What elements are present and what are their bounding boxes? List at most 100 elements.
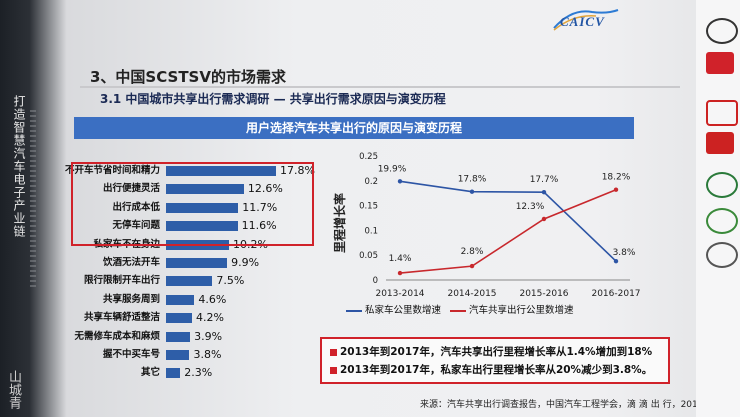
bar-value-label: 3.8% xyxy=(193,348,222,361)
bar xyxy=(166,350,190,360)
bar-value-label: 12.6% xyxy=(247,182,283,196)
bar xyxy=(166,184,244,195)
summary-note-box: 2013年到2017年，汽车共享出行里程增长率从1.4%增加到18% 2013年… xyxy=(320,337,670,384)
summary-note-text-1: 2013年到2017年，汽车共享出行里程增长率从1.4%增加到18% xyxy=(340,346,653,358)
sponsor-green-seal-icon xyxy=(706,172,738,198)
bar-category-label: 饮酒无法开车 xyxy=(102,257,160,268)
sponsor-ipc-logo-icon xyxy=(706,132,734,154)
sponsor-leaf-logo-icon xyxy=(706,208,738,234)
sponsor-c-logo-icon xyxy=(706,100,738,126)
banner-vertical-title: 打造智慧汽车电子产业链 xyxy=(12,95,26,238)
mileage-growth-line-chart: 0 0.05 0.1 0.15 0.2 0.25 2013-2014 2014-2015 201… xyxy=(332,152,641,299)
subsection-title: 3.1 中国城市共享出行需求调研 — 共享出行需求原因与演变历程 xyxy=(100,92,446,106)
series-point xyxy=(469,189,475,194)
data-label: 17.7% xyxy=(530,175,559,185)
series-point xyxy=(613,187,619,192)
data-label: 17.8% xyxy=(458,175,487,185)
line-chart-legend: 私家车公里数增速 汽车共享出行公里数增速 xyxy=(340,302,574,316)
source-citation: 来源：汽车共享出行调查报告，中国汽车工程学会，滴 滴 出 行，2018 xyxy=(420,400,704,410)
data-label: 3.8% xyxy=(613,248,636,258)
chart-title-bar: 用户选择汽车共享出行的原因与演变历程 xyxy=(74,117,634,139)
y-tick-label: 0.15 xyxy=(359,202,378,212)
bar-category-label: 握不中买车号 xyxy=(102,349,160,360)
data-label: 2.8% xyxy=(461,247,484,257)
bar xyxy=(166,258,228,268)
bar-value-label: 17.8% xyxy=(280,164,315,177)
y-tick-label: 0 xyxy=(373,276,378,286)
bar xyxy=(166,294,195,305)
bar-row: 共享车辆舒适整洁 4.2% xyxy=(70,311,340,325)
banner-bottom-text: 山城青 xyxy=(6,370,21,409)
bar-row: 饮酒无法开车 9.9% xyxy=(70,256,340,270)
series-point xyxy=(613,258,619,264)
summary-note-text-2: 2013年到2017年，私家车出行里程增长率从20%减少到3.8%。 xyxy=(340,364,653,376)
series-point xyxy=(541,216,547,222)
series-line xyxy=(399,188,617,274)
x-tick-label: 2013-2014 xyxy=(375,289,424,299)
bar-value-label: 11.6% xyxy=(241,219,277,233)
x-tick-label: 2014-2015 xyxy=(447,289,496,299)
summary-note-line-2: 2013年到2017年，私家车出行里程增长率从20%减少到3.8%。 xyxy=(330,362,652,377)
bar xyxy=(166,202,239,213)
bar-category-label: 出行便捷灵活 xyxy=(102,183,160,195)
bar xyxy=(166,313,192,324)
bar xyxy=(166,331,191,342)
bar xyxy=(166,166,276,176)
bar-category-label: 其它 xyxy=(140,367,160,379)
banner-decoration xyxy=(30,110,36,290)
red-square-bullet-icon xyxy=(330,348,337,356)
bar-value-label: 9.9% xyxy=(231,256,260,269)
data-label: 1.4% xyxy=(389,254,412,264)
bar-row: 握不中买车号 3.8% xyxy=(70,348,340,362)
y-axis-label: 里程增长率 xyxy=(332,193,347,253)
series-point xyxy=(469,263,475,269)
title-divider xyxy=(80,86,680,88)
red-square-bullet-icon xyxy=(330,366,337,374)
bar-value-label: 4.2% xyxy=(195,311,224,325)
bar-value-label: 2.3% xyxy=(184,366,213,380)
series-point xyxy=(397,270,403,276)
data-label: 18.2% xyxy=(602,173,631,183)
bar-row: 无需修车成本和麻烦 3.9% xyxy=(70,330,340,344)
reasons-bar-chart: 不开车节省时间和精力 17.8% 出行便捷灵活 12.6% 出行成本低 11.7% 无停车问… xyxy=(65,160,340,400)
bar-category-label: 无需修车成本和麻烦 xyxy=(74,330,160,342)
bar-value-label: 4.6% xyxy=(198,292,227,306)
bar xyxy=(166,368,181,379)
sponsor-red-logo-icon xyxy=(706,52,734,74)
bar-row: 其它 2.3% xyxy=(70,366,340,380)
bar-row: 不开车节省时间和精力 17.8% xyxy=(65,164,340,178)
legend-private-label: 私家车公里数增速 xyxy=(365,305,442,316)
caicv-logo-icon xyxy=(553,9,619,31)
data-label: 19.9% xyxy=(378,164,407,174)
sponsor-seal-icon xyxy=(706,18,738,44)
bar-category-label: 出行成本低 xyxy=(112,201,160,213)
bar-row: 出行成本低 11.7% xyxy=(70,201,340,215)
caicv-logo-text: CAICV xyxy=(560,14,605,29)
legend-shared-line-icon xyxy=(450,309,467,312)
sponsor-round-logo-icon xyxy=(706,242,738,268)
summary-note-line-1: 2013年到2017年，汽车共享出行里程增长率从1.4%增加到18% xyxy=(330,344,652,359)
top-reasons-highlight-box xyxy=(71,162,314,246)
sponsor-logo-strip xyxy=(696,0,740,417)
bar-row: 出行便捷灵活 12.6% xyxy=(70,182,340,196)
data-label: 12.3% xyxy=(516,202,545,212)
series-line xyxy=(399,180,617,262)
bar-row: 无停车问题 11.6% xyxy=(70,219,340,233)
x-tick-label: 2016-2017 xyxy=(591,289,640,299)
bar-row: 限行限制开车出行 7.5% xyxy=(70,274,340,288)
bar-category-label: 限行限制开车出行 xyxy=(83,275,160,287)
y-tick-label: 0.25 xyxy=(359,152,378,162)
legend-private-line-icon xyxy=(346,309,362,312)
bar-value-label: 3.9% xyxy=(194,329,223,343)
y-tick-label: 0.05 xyxy=(359,251,378,261)
y-tick-label: 0.1 xyxy=(364,226,378,236)
bar xyxy=(166,221,238,232)
bar xyxy=(166,276,213,287)
section-title: 3、中国SCSTSV的市场需求 xyxy=(90,68,286,86)
x-tick-label: 2015-2016 xyxy=(519,289,568,299)
y-tick-label: 0.2 xyxy=(364,177,378,187)
bar-category-label: 共享车辆舒适整洁 xyxy=(83,312,160,324)
bar-row: 共享服务周到 4.6% xyxy=(70,293,340,307)
legend-shared-label: 汽车共享出行公里数增速 xyxy=(469,305,574,316)
bar-category-label: 共享服务周到 xyxy=(102,293,160,305)
